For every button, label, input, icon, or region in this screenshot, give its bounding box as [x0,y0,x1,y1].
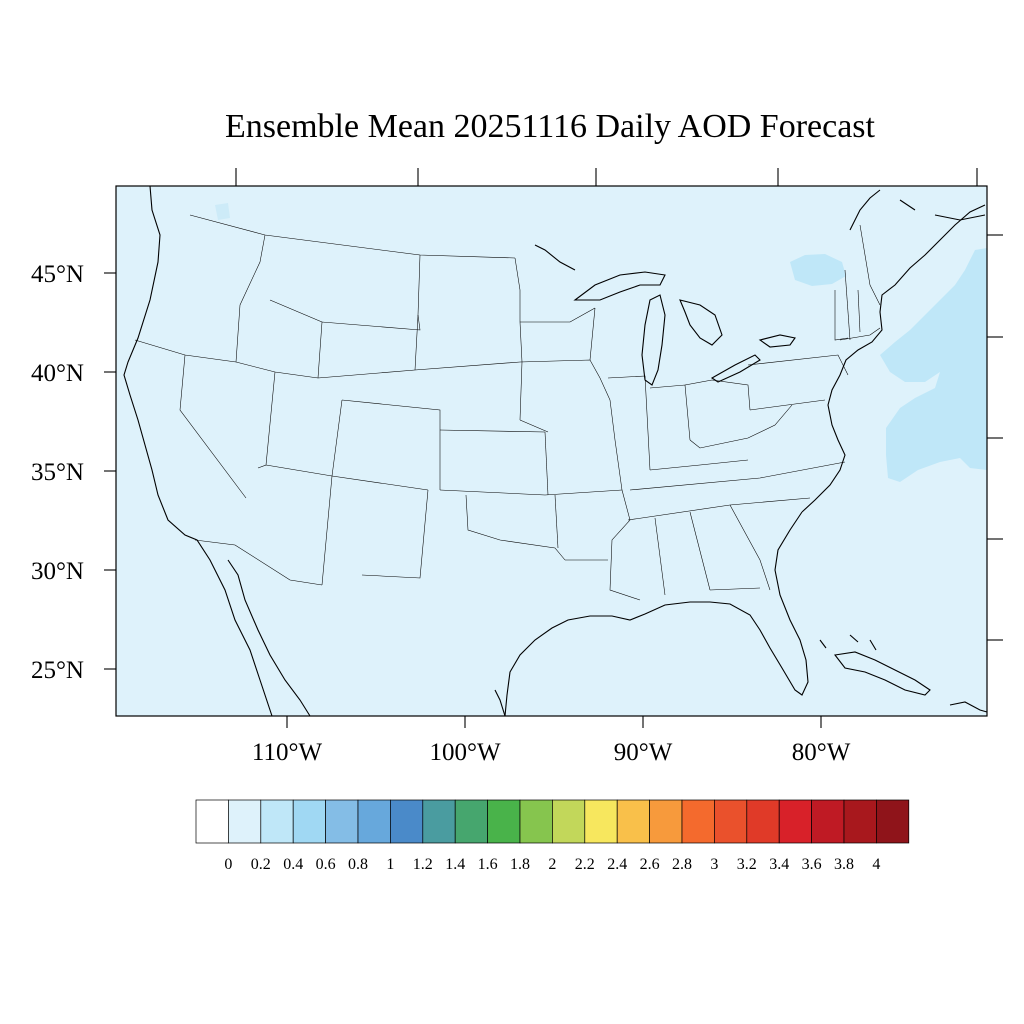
aod-patch-atlantic [880,248,987,482]
colorbar-swatch [746,799,780,844]
lat-label-45: 45°N [31,261,84,288]
colorbar-swatch [292,799,326,844]
colorbar-label: 2.6 [640,856,660,873]
colorbar-swatch [778,799,812,844]
lake-michigan [641,294,666,386]
colorbar-swatch [552,799,586,844]
colorbar-swatch [228,799,262,844]
colorbar-label: 1.8 [510,856,530,873]
colorbar-label: 2.8 [672,856,692,873]
coastlines [123,185,988,717]
coastline-mexico-east [494,689,506,717]
colorbar-label: 1.4 [445,856,465,873]
map-frame [115,185,988,717]
lat-label-40: 40°N [31,360,84,387]
great-lakes [573,271,796,386]
colorbar-label: 3.2 [737,856,757,873]
colorbar-swatch [390,799,424,844]
coastline-canada-bay [534,244,576,271]
lat-label-35: 35°N [31,459,84,486]
map-title: Ensemble Mean 20251116 Daily AOD Forecas… [225,108,875,145]
colorbar-label: 2 [548,856,556,873]
aod-patch-north [790,254,846,286]
latitude-labels: 45°N 40°N 35°N 30°N 25°N [31,261,84,684]
colorbar-label: 0.6 [316,856,336,873]
colorbar-label: 1.6 [478,856,498,873]
colorbar-label: 3.4 [769,856,789,873]
colorbar-label: 0.2 [251,856,271,873]
longitude-labels: 110°W 100°W 90°W 80°W [252,739,851,766]
colorbar-swatch [876,799,910,844]
colorbar-swatch [260,799,294,844]
colorbar-swatch [357,799,391,844]
state-boundaries [134,214,881,601]
colorbar-label: 3.8 [834,856,854,873]
colorbar-swatch [584,799,618,844]
aod-field-patches [215,203,987,482]
coastline-cuba [833,651,931,696]
lake-ontario [758,334,796,348]
colorbar-label: 1.2 [413,856,433,873]
lon-label-100: 100°W [429,739,500,766]
lon-label-110: 110°W [252,739,323,766]
coastline-atlantic [801,204,986,513]
colorbar-label: 4 [872,856,880,873]
colorbar-label: 1 [386,856,394,873]
colorbar-swatch [811,799,845,844]
lake-huron [679,299,723,346]
colorbar-swatch [487,799,521,844]
lake-erie [710,354,761,383]
colorbar-swatch [195,799,229,844]
lon-label-80: 80°W [792,739,851,766]
axis-ticks [104,168,1003,728]
colorbar-swatch [681,799,715,844]
colorbar-label: 2.2 [575,856,595,873]
colorbar-label: 2.4 [607,856,627,873]
coastline-pacific [123,185,273,717]
colorbar-swatch [454,799,488,844]
colorbar-swatch [422,799,456,844]
coastline-gulf [504,511,809,717]
map-panel [116,186,987,716]
colorbar-swatch [325,799,359,844]
colorbar-swatch [649,799,683,844]
coastline-canada-ne [849,189,986,231]
colorbar-swatch [843,799,877,844]
coastline-bahamas [819,634,877,651]
lon-label-90: 90°W [614,739,673,766]
lat-label-30: 30°N [31,558,84,585]
lat-label-25: 25°N [31,657,84,684]
lake-superior [573,271,666,301]
colorbar-label: 0 [224,856,232,873]
colorbar-swatch [616,799,650,844]
colorbar-labels: 0 0.2 0.4 0.6 0.8 1 1.2 1.4 1.6 1.8 2 2.2 2.4 2.6 2.8 3… [224,856,880,873]
colorbar-label: 3.6 [802,856,822,873]
coastline-baja [227,559,311,717]
colorbar-label: 0.4 [283,856,303,873]
coastline-hispaniola [949,701,988,713]
colorbar-label: 3 [710,856,718,873]
aod-patch-small [215,203,230,220]
colorbar-swatch [714,799,748,844]
colorbar-label: 0.8 [348,856,368,873]
colorbar [195,799,910,844]
colorbar-swatch [519,799,553,844]
